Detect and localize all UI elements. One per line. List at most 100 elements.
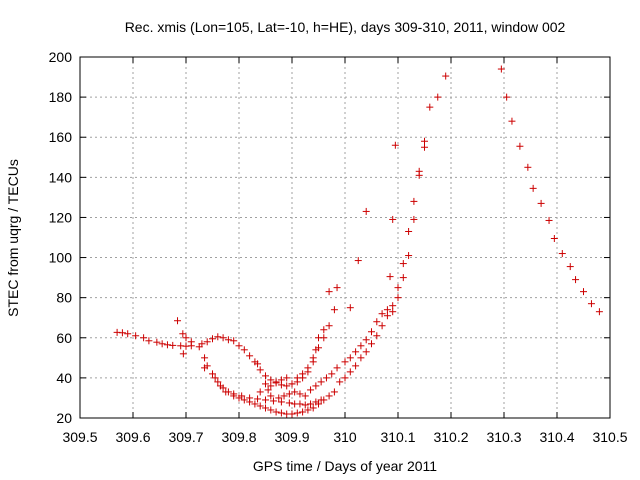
data-point xyxy=(307,400,315,408)
data-point xyxy=(503,93,511,101)
data-point xyxy=(317,378,325,386)
y-tick-label: 200 xyxy=(49,49,73,65)
data-point xyxy=(421,137,428,145)
data-point xyxy=(389,302,397,310)
y-tick-label: 160 xyxy=(49,129,73,145)
data-point xyxy=(299,370,307,378)
data-point xyxy=(572,276,580,284)
data-point xyxy=(307,386,315,394)
y-tick-label: 60 xyxy=(56,330,72,346)
data-point xyxy=(256,388,264,396)
data-point xyxy=(580,288,587,296)
data-point xyxy=(277,409,285,417)
data-point xyxy=(421,143,428,151)
data-point xyxy=(285,399,293,407)
data-point xyxy=(275,394,283,402)
data-point xyxy=(238,392,246,400)
data-point xyxy=(497,65,505,73)
data-point xyxy=(179,330,187,338)
data-point xyxy=(320,334,328,342)
data-point xyxy=(320,326,328,334)
data-point xyxy=(291,388,299,396)
data-point xyxy=(309,404,317,412)
data-point xyxy=(272,378,280,386)
data-point xyxy=(405,227,413,235)
data-point xyxy=(537,199,545,207)
data-point xyxy=(362,336,370,344)
data-point xyxy=(322,374,330,382)
data-point xyxy=(378,322,386,330)
data-point xyxy=(214,333,222,341)
data-point xyxy=(224,336,232,344)
data-point xyxy=(325,288,333,296)
data-point xyxy=(132,332,140,340)
x-tick-label: 310.1 xyxy=(380,429,415,445)
data-point xyxy=(262,404,269,412)
data-point xyxy=(383,312,391,320)
data-point xyxy=(118,329,126,337)
data-point xyxy=(296,400,304,408)
data-point xyxy=(288,410,296,418)
data-point xyxy=(301,392,309,400)
data-point xyxy=(267,382,275,390)
x-tick-label: 310 xyxy=(333,429,357,445)
data-point xyxy=(426,103,434,111)
data-point xyxy=(341,374,349,382)
data-points xyxy=(113,65,603,418)
data-point xyxy=(211,374,219,382)
data-point xyxy=(277,398,285,406)
data-point xyxy=(179,350,187,358)
data-point xyxy=(394,294,402,302)
data-point xyxy=(235,342,243,350)
data-point xyxy=(325,322,333,330)
data-point xyxy=(269,397,277,405)
data-point xyxy=(254,395,262,403)
data-point xyxy=(262,372,269,380)
data-point xyxy=(442,72,450,80)
data-point xyxy=(312,382,320,390)
y-tick-label: 20 xyxy=(56,410,72,426)
data-point xyxy=(293,409,301,417)
data-point xyxy=(566,263,574,271)
data-point xyxy=(153,338,161,346)
y-tick-label: 140 xyxy=(49,169,73,185)
x-tick-labels: 309.5 309.6 309.7 309.8 309.9 310 310.1 310.2 31… xyxy=(62,429,627,445)
data-point xyxy=(272,408,280,416)
x-tick-label: 309.9 xyxy=(274,429,309,445)
data-point xyxy=(174,317,182,325)
data-point xyxy=(283,382,291,390)
data-point xyxy=(595,308,603,316)
data-point xyxy=(140,334,148,342)
data-point xyxy=(262,380,269,388)
data-point xyxy=(383,306,391,314)
data-point xyxy=(169,341,177,349)
data-point xyxy=(434,93,442,101)
x-tick-label: 310.4 xyxy=(539,429,574,445)
y-tick-label: 120 xyxy=(49,209,73,225)
data-point xyxy=(256,402,264,410)
data-point xyxy=(304,364,312,372)
data-point xyxy=(333,364,341,372)
data-point xyxy=(267,406,275,414)
data-point xyxy=(256,366,264,374)
data-point xyxy=(264,386,272,394)
x-tick-label: 309.6 xyxy=(115,429,150,445)
data-point xyxy=(389,308,397,316)
data-point xyxy=(410,215,418,223)
y-axis-label: STEC from uqrg / TECUs xyxy=(5,159,21,317)
data-point xyxy=(352,348,360,356)
data-point xyxy=(124,330,132,338)
x-tick-label: 309.5 xyxy=(62,429,97,445)
data-point xyxy=(201,354,209,362)
data-point xyxy=(240,396,248,404)
chart-title: Rec. xmis (Lon=105, Lat=-10, h=HE), days… xyxy=(125,19,566,35)
data-point xyxy=(222,388,230,396)
data-point xyxy=(216,382,224,390)
x-axis-label: GPS time / Days of year 2011 xyxy=(253,458,437,474)
data-point xyxy=(373,318,381,326)
data-point xyxy=(240,346,248,354)
data-point xyxy=(352,362,360,370)
y-tick-label: 80 xyxy=(56,290,72,306)
data-point xyxy=(296,390,304,398)
data-point xyxy=(293,374,301,382)
